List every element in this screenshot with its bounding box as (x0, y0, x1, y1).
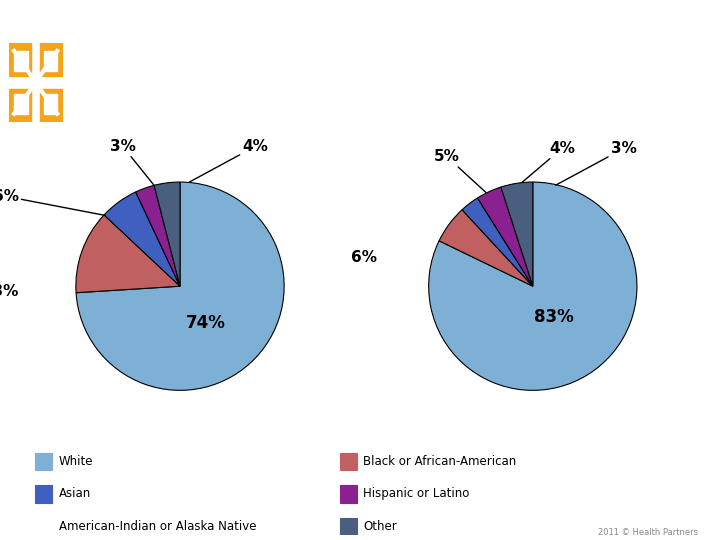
Bar (9, 43, 32, 76)
Wedge shape (154, 182, 180, 286)
Bar (9, 89, 32, 122)
Bar (340, 518, 356, 536)
Bar (30, 51, 41, 114)
Text: 4%: 4% (523, 141, 575, 182)
Wedge shape (428, 182, 637, 390)
Text: Black or African-American: Black or African-American (364, 455, 517, 468)
Text: American-Indian or Alaska Native: American-Indian or Alaska Native (59, 521, 256, 534)
Wedge shape (501, 182, 533, 286)
Bar (35, 453, 52, 470)
Text: 2011 © Health Partners: 2011 © Health Partners (598, 528, 698, 537)
Bar (40, 89, 63, 122)
Wedge shape (76, 215, 180, 293)
Bar (44, 94, 58, 114)
Bar (14, 75, 58, 90)
Bar (44, 51, 58, 71)
Bar (340, 453, 356, 470)
Text: 3%: 3% (556, 141, 636, 185)
Text: Asian: Asian (59, 487, 91, 500)
Text: 6%: 6% (0, 189, 105, 215)
Text: *Active patients: a count of unique patients seen in the system
from 7/1/2009 th: *Active patients: a count of unique pati… (97, 92, 428, 114)
Text: 4%: 4% (189, 139, 269, 182)
Text: Hispanic or Latino: Hispanic or Latino (364, 487, 469, 500)
Wedge shape (439, 210, 533, 286)
Text: 7-County Metropolitan Area  (2010
Census Data): 7-County Metropolitan Area (2010 Census … (421, 69, 709, 102)
Text: 3%: 3% (109, 139, 154, 185)
Text: Other: Other (364, 521, 397, 534)
Text: 74%: 74% (186, 314, 226, 332)
Wedge shape (104, 192, 180, 286)
Bar (14, 51, 27, 71)
Bar (35, 518, 52, 536)
Bar (35, 485, 52, 503)
Text: White: White (59, 455, 94, 468)
Text: 2010 HealthPartners Active Patients: 2010 HealthPartners Active Patients (97, 60, 400, 75)
Text: 5%: 5% (434, 149, 486, 192)
Bar (40, 43, 63, 76)
Wedge shape (135, 185, 180, 286)
Bar (14, 94, 27, 114)
Wedge shape (76, 182, 284, 390)
Wedge shape (462, 198, 533, 286)
Text: 83%: 83% (534, 308, 574, 327)
Wedge shape (477, 187, 533, 286)
Text: 6%: 6% (351, 249, 377, 265)
Bar (340, 485, 356, 503)
Text: 13%: 13% (0, 284, 19, 299)
